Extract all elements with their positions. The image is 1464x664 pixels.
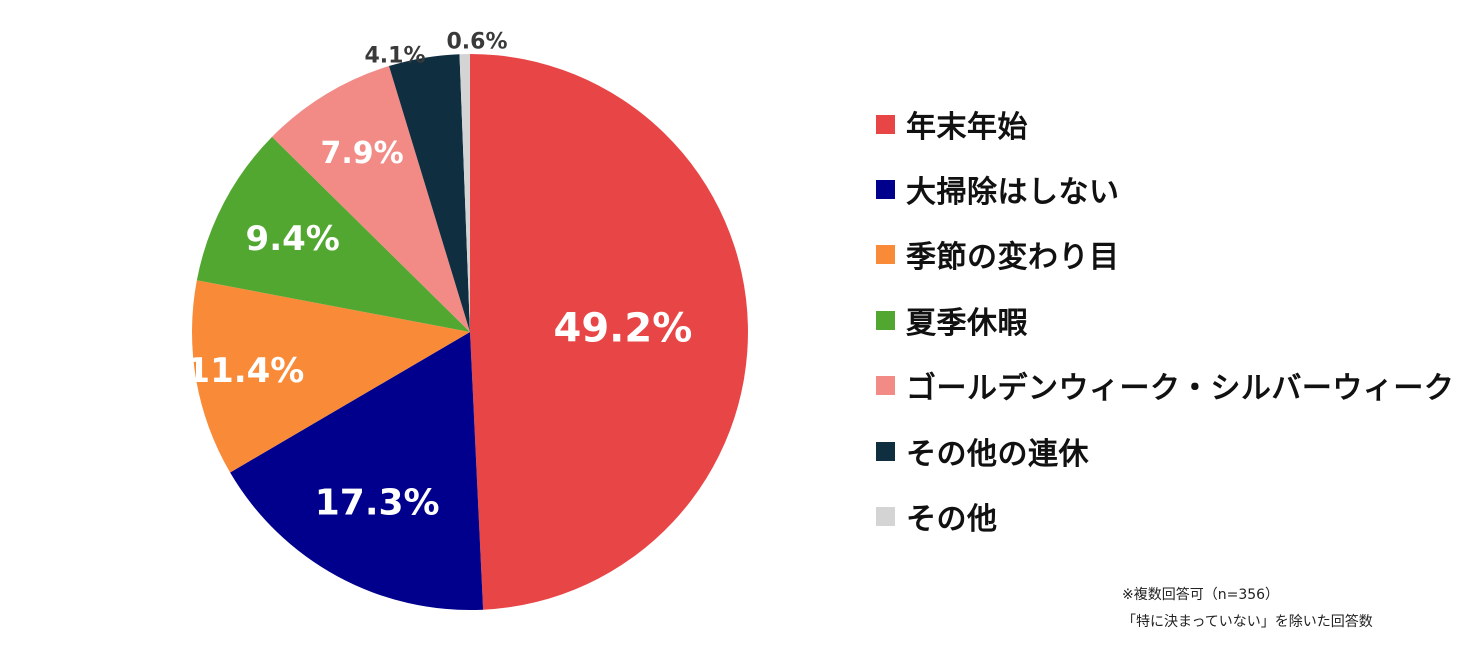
legend-item-summer-vacation: 夏季休暇: [876, 300, 1028, 341]
legend-label: ゴールデンウィーク・シルバーウィーク: [906, 371, 1455, 406]
slice-value-label: 17.3%: [315, 483, 440, 524]
legend-swatch: [876, 375, 895, 395]
legend-swatch: [876, 244, 895, 264]
legend-item-season-change: 季節の変わり目: [876, 234, 1120, 275]
legend-label: その他の連休: [906, 437, 1089, 472]
legend-item-golden-silver-week: ゴールデンウィーク・シルバーウィーク: [876, 365, 1455, 406]
legend-swatch: [876, 506, 895, 526]
legend-label: 夏季休暇: [906, 306, 1028, 341]
pie-slice: [196, 136, 470, 332]
legend-swatch: [876, 114, 895, 134]
slice-value-label: 7.9%: [320, 136, 403, 171]
pie-slice: [470, 54, 748, 610]
slice-value-label: 49.2%: [554, 305, 693, 351]
exclusion-note: 「特に決まっていない」を除いた回答数: [1122, 614, 1373, 630]
legend-item-new-year: 年末年始: [876, 104, 1028, 145]
legend-label: 大掃除はしない: [906, 175, 1120, 210]
pie-slice: [272, 66, 470, 332]
legend-item-other: その他: [876, 496, 998, 537]
pie-slice: [459, 54, 470, 332]
slice-value-label: 9.4%: [246, 219, 340, 259]
legend-label: 季節の変わり目: [906, 240, 1120, 275]
sample-note: ※複数回答可（n=356）: [1122, 587, 1280, 603]
legend-item-other-holidays: その他の連休: [876, 431, 1089, 472]
legend-swatch: [876, 441, 895, 461]
legend-swatch: [876, 310, 895, 330]
pie-slice: [230, 332, 484, 610]
legend-item-no-cleaning: 大掃除はしない: [876, 169, 1120, 210]
slice-value-label: 4.1%: [364, 44, 425, 69]
pie-slice: [389, 54, 470, 332]
legend-label: その他: [906, 502, 998, 537]
legend-label: 年末年始: [906, 110, 1028, 145]
pie-slice: [191, 280, 470, 473]
slice-value-label: 11.4%: [186, 351, 304, 391]
slice-value-label: 0.6%: [446, 30, 507, 55]
legend-swatch: [876, 179, 895, 199]
